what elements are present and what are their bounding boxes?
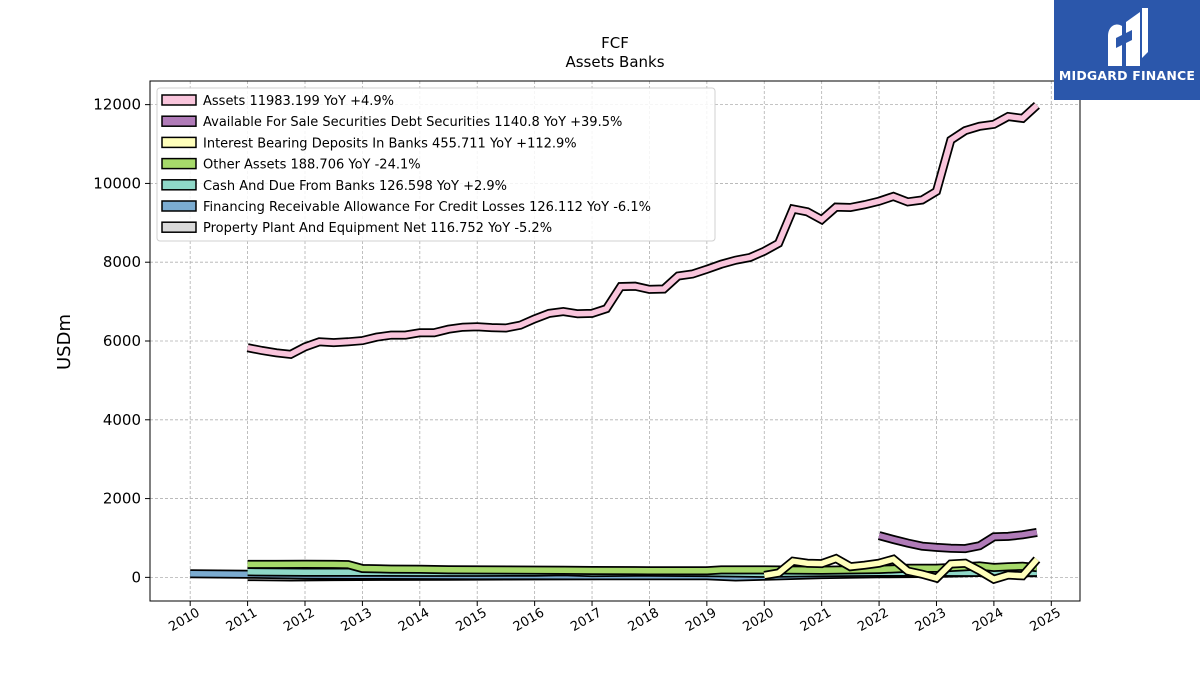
chart-title: FCF <box>601 34 629 52</box>
legend-label: Property Plant And Equipment Net 116.752… <box>203 221 552 236</box>
legend-swatch <box>161 200 197 212</box>
legend-label: Cash And Due From Banks 126.598 YoY +2.9… <box>203 179 507 194</box>
brand-name: MIDGARD FINANCE <box>1058 68 1196 83</box>
legend-label: Financing Receivable Allowance For Credi… <box>203 200 651 215</box>
legend-item: Other Assets 188.706 YoY -24.1% <box>161 157 421 173</box>
y-tick-label: 0 <box>131 568 141 586</box>
series-line <box>763 555 1039 583</box>
y-tick-label: 10000 <box>93 174 141 192</box>
series-interest-bearing-deposits-in-banks <box>763 553 1041 585</box>
x-tick-label: 2025 <box>1028 605 1064 635</box>
legend: Assets 11983.199 YoY +4.9% Available For … <box>156 87 716 242</box>
series-layer <box>190 101 1041 585</box>
series-available-for-sale-securities-debt-securities <box>877 527 1038 554</box>
x-tick-label: 2021 <box>798 605 834 635</box>
x-tick-label: 2024 <box>970 605 1006 635</box>
x-tick-label: 2023 <box>913 605 949 635</box>
y-tick-label: 8000 <box>103 253 141 271</box>
x-tick-label: 2017 <box>568 605 604 635</box>
y-tick-label: 6000 <box>103 332 141 350</box>
legend-item: Assets 11983.199 YoY +4.9% <box>161 94 394 109</box>
y-tick-label: 4000 <box>103 411 141 429</box>
x-tick-label: 2013 <box>339 605 375 635</box>
x-tick-label: 2012 <box>281 605 317 635</box>
series-line <box>247 103 1039 358</box>
legend-swatch <box>161 179 197 191</box>
x-tick-label: 2019 <box>683 605 719 635</box>
legend-label: Assets 11983.199 YoY +4.9% <box>203 94 394 109</box>
legend-item: Financing Receivable Allowance For Credi… <box>161 200 651 215</box>
legend-swatch <box>161 157 197 170</box>
legend-box <box>156 87 716 242</box>
x-tick-label: 2016 <box>511 605 547 635</box>
x-tick-label: 2015 <box>453 605 489 635</box>
legend-label: Available For Sale Securities Debt Secur… <box>203 115 622 130</box>
x-tick-label: 2020 <box>740 605 776 635</box>
midgard-logo-icon <box>1108 8 1148 66</box>
chart-subtitle: Assets Banks <box>565 53 664 71</box>
legend-swatch <box>161 115 197 127</box>
y-axis-label: USDm <box>54 314 75 370</box>
series-assets <box>246 101 1040 360</box>
x-tick-label: 2014 <box>396 605 432 635</box>
legend-item: Cash And Due From Banks 126.598 YoY +2.9… <box>161 179 507 194</box>
legend-item: Available For Sale Securities Debt Secur… <box>161 115 622 130</box>
legend-swatch <box>161 136 197 149</box>
x-tick-label: 2011 <box>224 605 260 635</box>
x-tick-label: 2018 <box>626 605 662 635</box>
x-axis: 2010 2011 2012 2013 2014 2015 2016 2017 2018 2019… <box>166 601 1064 635</box>
brand-logo: MIDGARD FINANCE <box>1054 0 1200 100</box>
y-axis: 0 2000 4000 6000 8000 10000 12000 <box>93 96 150 586</box>
legend-swatch <box>161 221 197 233</box>
y-tick-label: 12000 <box>93 96 141 114</box>
legend-label: Interest Bearing Deposits In Banks 455.7… <box>203 136 577 151</box>
series-line <box>878 529 1038 552</box>
legend-item: Property Plant And Equipment Net 116.752… <box>161 221 552 236</box>
x-tick-label: 2010 <box>166 605 202 635</box>
y-tick-label: 2000 <box>103 490 141 508</box>
x-tick-label: 2022 <box>855 605 891 635</box>
legend-item: Interest Bearing Deposits In Banks 455.7… <box>161 136 577 151</box>
legend-label: Other Assets 188.706 YoY -24.1% <box>203 158 421 173</box>
legend-swatch <box>161 94 197 106</box>
